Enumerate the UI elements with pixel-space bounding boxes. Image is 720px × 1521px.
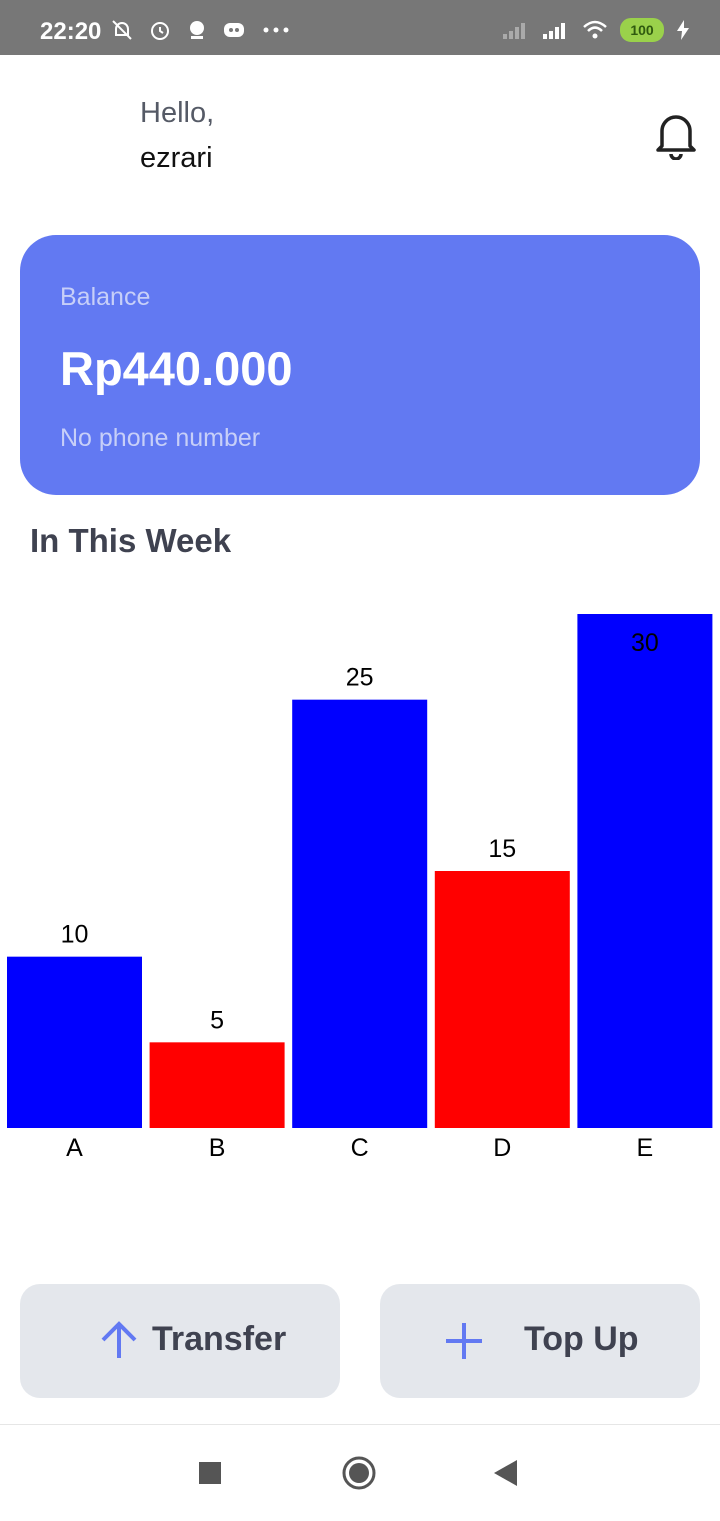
username-text: ezrari <box>140 142 213 174</box>
transfer-button[interactable]: Transfer <box>20 1284 340 1398</box>
app-icon <box>190 21 204 39</box>
section-title: In This Week <box>30 522 232 559</box>
recents-icon[interactable] <box>198 1461 222 1485</box>
mute-bell-icon <box>112 20 132 40</box>
x-tick-label: E <box>637 1134 654 1162</box>
phone-number-text: No phone number <box>60 424 261 452</box>
discord-icon <box>224 23 244 37</box>
balance-amount: Rp440.000 <box>60 342 293 395</box>
bar-e <box>577 614 713 1128</box>
data-label: 5 <box>210 1006 224 1034</box>
arrow-up-icon <box>101 1321 137 1358</box>
balance-card: Balance Rp440.000 No phone number <box>20 235 700 495</box>
battery-icon: 100 <box>620 18 664 42</box>
data-label: 10 <box>61 921 89 949</box>
notification-bell-icon[interactable] <box>653 110 699 160</box>
back-icon[interactable] <box>493 1459 519 1487</box>
status-time: 22:20 <box>40 18 102 45</box>
signal-full-icon <box>543 23 565 39</box>
x-tick-label: A <box>66 1134 83 1162</box>
x-tick-label: D <box>493 1134 511 1162</box>
plus-icon <box>446 1323 482 1359</box>
wifi-icon <box>583 20 607 39</box>
bar-d <box>434 871 570 1128</box>
transfer-label: Transfer <box>152 1320 287 1358</box>
data-label: 15 <box>488 835 516 863</box>
balance-label: Balance <box>60 283 151 311</box>
status-bar: 22:20 <box>0 0 720 55</box>
x-tick-label: B <box>209 1134 226 1162</box>
topup-label: Top Up <box>524 1320 639 1358</box>
system-nav-bar <box>0 1424 720 1521</box>
data-label: 25 <box>346 664 374 692</box>
greeting-text: Hello, <box>140 97 215 129</box>
bar-a <box>7 956 142 1128</box>
home-icon[interactable] <box>341 1455 377 1491</box>
x-tick-label: C <box>351 1134 369 1162</box>
signal-icon <box>503 23 525 39</box>
topup-button[interactable]: Top Up <box>380 1284 700 1398</box>
status-system-icons: 100 <box>502 18 690 42</box>
more-dots-icon <box>263 27 289 33</box>
bar-c <box>292 699 428 1128</box>
alarm-icon <box>151 22 169 40</box>
charging-icon <box>677 20 689 40</box>
data-label: 30 <box>631 629 659 657</box>
weekly-bar-chart: 10 A 5 B 25 C 15 D 30 E <box>7 614 713 1162</box>
bar-b <box>149 1042 285 1128</box>
status-notification-icons <box>110 18 290 42</box>
